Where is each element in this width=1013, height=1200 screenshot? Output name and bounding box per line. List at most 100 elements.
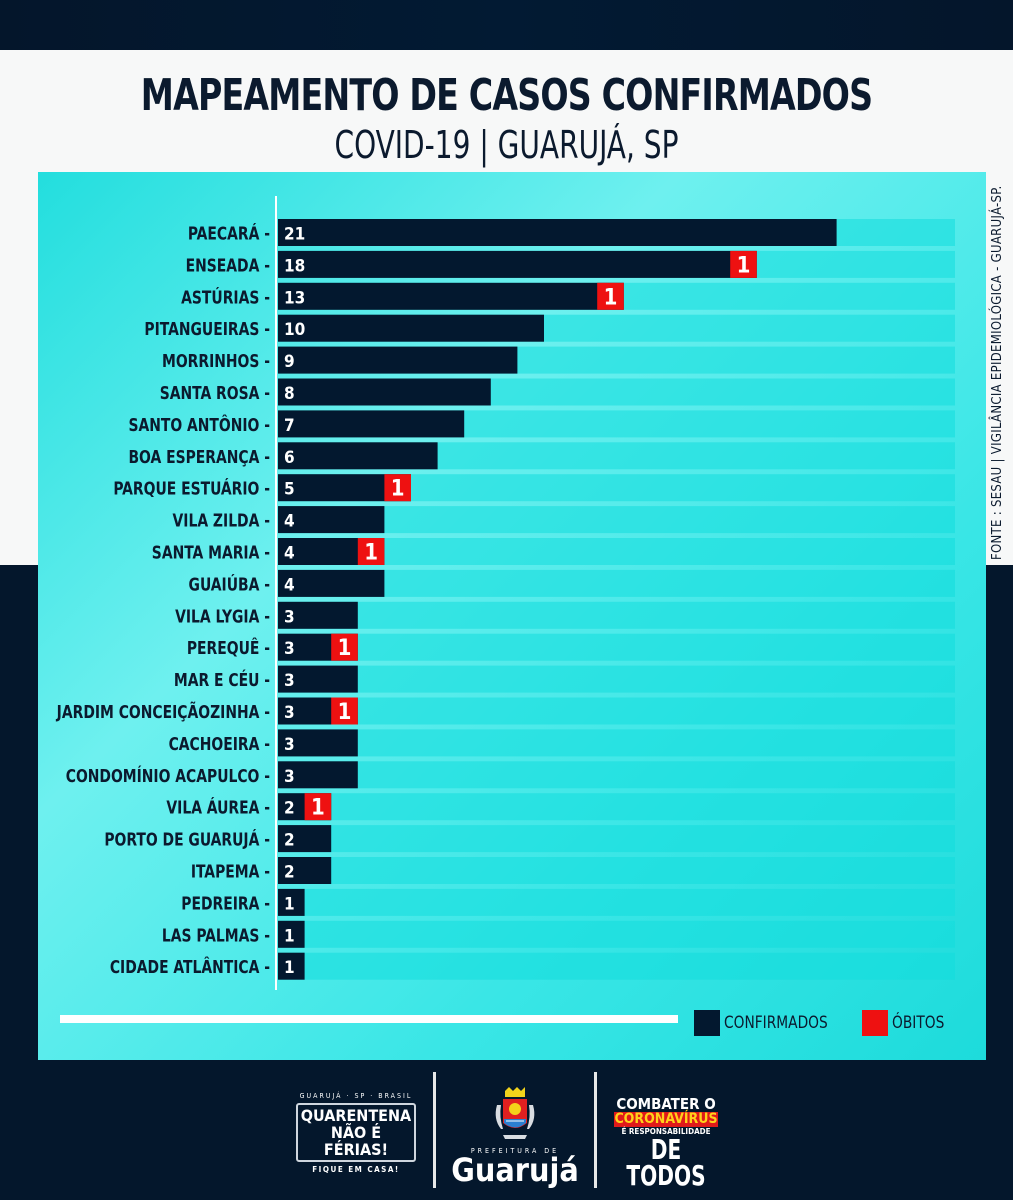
obitos-value-label: 1 xyxy=(364,541,378,566)
bar-track xyxy=(278,665,955,693)
confirmados-value-label: 2 xyxy=(284,831,295,851)
confirmados-value-label: 3 xyxy=(284,639,295,659)
confirmados-value-label: 1 xyxy=(284,958,295,978)
category-label: CONDOMÍNIO ACAPULCO - xyxy=(66,764,270,787)
category-label: JARDIM CONCEIÇÃOZINHA - xyxy=(56,699,270,723)
bar-confirmados xyxy=(278,761,358,789)
category-label: SANTA MARIA - xyxy=(152,541,270,562)
confirmados-value-label: 9 xyxy=(284,352,295,372)
bar-confirmados xyxy=(278,378,491,406)
confirmados-value-label: 2 xyxy=(284,863,295,883)
bar-confirmados xyxy=(278,729,358,757)
bar-confirmados xyxy=(278,888,305,916)
bar-obitos xyxy=(597,282,624,310)
bar-confirmados xyxy=(278,219,837,246)
category-label: SANTO ANTÔNIO - xyxy=(128,413,270,436)
category-label: PEREQUÊ - xyxy=(187,636,270,659)
category-label: ASTÚRIAS - xyxy=(181,285,270,308)
confirmados-value-label: 13 xyxy=(284,288,305,308)
obitos-value-label: 1 xyxy=(604,285,618,310)
top-band xyxy=(0,0,1013,50)
confirmados-value-label: 3 xyxy=(284,703,295,723)
category-label: SANTA ROSA - xyxy=(160,382,270,403)
obitos-value-label: 1 xyxy=(338,700,352,725)
confirmados-value-label: 3 xyxy=(284,671,295,691)
quarantine-badge: GUARUJÁ · SP · BRASIL QUARENTENA NÃO É F… xyxy=(296,1092,416,1174)
bar-track xyxy=(278,952,955,980)
bar-obitos xyxy=(331,697,358,725)
bar-confirmados xyxy=(278,282,624,310)
category-label: ENSEADA - xyxy=(186,254,270,275)
bar-track xyxy=(278,857,955,884)
legend-swatch-confirmados xyxy=(694,1010,720,1036)
logo-prefix: PREFEITURA DE xyxy=(470,1147,560,1155)
bar-track xyxy=(278,633,955,661)
bar-track xyxy=(278,729,955,757)
slogan-line-1: COMBATER O xyxy=(616,1095,716,1113)
badge-line-2: NÃO É FÉRIAS! xyxy=(323,1123,389,1159)
confirmados-value-label: 21 xyxy=(284,225,305,245)
bar-obitos xyxy=(331,633,358,661)
bar-track xyxy=(278,538,955,565)
logo-name: Guarujá xyxy=(451,1151,579,1189)
bar-confirmados xyxy=(278,506,385,534)
confirmados-value-label: 18 xyxy=(284,256,305,276)
bar-confirmados xyxy=(278,314,544,342)
confirmados-value-label: 10 xyxy=(284,320,305,340)
confirmados-value-label: 4 xyxy=(284,512,295,532)
bar-confirmados xyxy=(278,250,757,278)
category-label: BOA ESPERANÇA - xyxy=(128,446,270,467)
category-label: VILA ÁUREA - xyxy=(166,795,270,818)
category-label: PAECARÁ - xyxy=(188,221,270,244)
confirmados-value-label: 3 xyxy=(284,607,295,627)
slogan-line-4: DE TODOS xyxy=(626,1133,706,1192)
category-label: ITAPEMA - xyxy=(191,860,270,881)
footer-divider-left xyxy=(433,1072,436,1188)
badge-box: QUARENTENA NÃO É FÉRIAS! xyxy=(296,1103,416,1162)
bar-confirmados xyxy=(278,346,518,374)
category-label: VILA LYGIA - xyxy=(175,605,270,626)
category-label: PITANGUEIRAS - xyxy=(144,318,270,339)
bar-track xyxy=(278,825,955,853)
obitos-value-label: 1 xyxy=(391,477,405,502)
confirmados-value-label: 6 xyxy=(284,448,295,468)
bar-confirmados xyxy=(278,601,358,629)
category-label: CACHOEIRA - xyxy=(169,733,270,754)
category-label: PORTO DE GUARUJÁ - xyxy=(104,827,270,850)
confirmados-value-label: 7 xyxy=(284,416,295,436)
bar-confirmados xyxy=(278,665,358,693)
bar-obitos xyxy=(357,538,385,565)
bar-confirmados xyxy=(278,825,332,853)
confirmados-value-label: 1 xyxy=(284,894,295,914)
category-label: MAR E CÉU - xyxy=(174,668,270,691)
page-subtitle: COVID-19 | GUARUJÁ, SP xyxy=(334,123,679,167)
footer-divider-right xyxy=(594,1072,597,1188)
bar-confirmados xyxy=(278,442,438,470)
bar-track xyxy=(278,793,955,821)
confirmados-value-label: 5 xyxy=(284,480,295,500)
badge-line-1: QUARENTENA xyxy=(300,1106,412,1125)
slogan-line-3: É RESPONSABILIDADE xyxy=(621,1127,711,1136)
legend-obitos: ÓBITOS xyxy=(862,1010,950,1036)
category-label: CIDADE ATLÂNTICA - xyxy=(110,955,270,978)
coat-of-arms-icon xyxy=(495,1087,535,1139)
bar-confirmados xyxy=(278,952,305,980)
bar-track xyxy=(278,697,955,725)
obitos-value-label: 1 xyxy=(311,796,325,821)
bar-track xyxy=(278,920,955,948)
bar-obitos xyxy=(384,474,411,502)
badge-location: GUARUJÁ · SP · BRASIL xyxy=(299,1092,413,1100)
page-title: MAPEAMENTO DE CASOS CONFIRMADOS xyxy=(140,70,873,121)
category-label: PEDREIRA - xyxy=(181,892,270,913)
category-label: LAS PALMAS - xyxy=(162,924,270,945)
obitos-value-label: 1 xyxy=(737,253,751,278)
confirmados-value-label: 4 xyxy=(284,575,295,595)
confirmados-value-label: 3 xyxy=(284,767,295,787)
bar-obitos xyxy=(730,250,757,278)
confirmados-value-label: 8 xyxy=(284,384,295,404)
slogan-line-2: CORONAVÍRUS xyxy=(614,1111,718,1127)
confirmados-value-label: 4 xyxy=(284,544,295,564)
obitos-value-label: 1 xyxy=(338,636,352,661)
bar-track xyxy=(278,506,955,534)
